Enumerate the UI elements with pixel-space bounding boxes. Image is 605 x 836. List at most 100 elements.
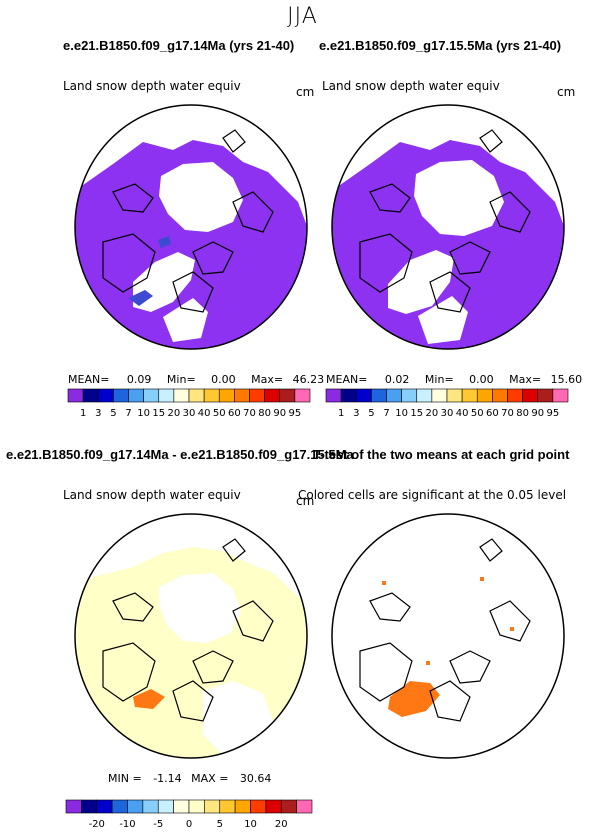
max-label: Max=	[509, 373, 542, 386]
colorbar-swatch	[65, 799, 82, 814]
colorbar-swatch	[157, 799, 174, 814]
mean-value: 0.02	[384, 373, 410, 386]
right-stats: MEAN= 0.02 Min= 0.00 Max= 15.60	[326, 373, 582, 386]
colorbar-tick-label: -5	[153, 819, 163, 830]
colorbar-swatch	[67, 388, 84, 403]
ttest-polar-map	[331, 513, 565, 759]
min-value: -1.14	[153, 772, 182, 785]
colorbar-swatch	[188, 799, 205, 814]
colorbar-swatch	[537, 388, 554, 403]
colorbar-swatch	[401, 388, 418, 403]
colorbar-swatch	[97, 388, 114, 403]
colorbar-tick-label: 5	[217, 819, 223, 830]
colorbar-swatch	[264, 388, 281, 403]
colorbar-swatch	[279, 388, 296, 403]
colorbar-tick-label: 20	[426, 408, 439, 419]
colorbar-tick-label: 10	[395, 408, 408, 419]
polar-gap	[159, 162, 243, 232]
colorbar-swatch	[111, 799, 128, 814]
colorbar-swatch	[127, 799, 144, 814]
colorbar-swatch	[507, 388, 523, 403]
colorbar-tick-label: 7	[383, 408, 389, 419]
mean-label: MEAN=	[326, 373, 368, 386]
colorbar-tick-label: 0	[186, 819, 192, 830]
left-case-title: e.e21.B1850.f09_g17.14Ma (yrs 21-40)	[63, 38, 295, 53]
colorbar-tick-label: 5	[368, 408, 374, 419]
left-stats: MEAN= 0.09 Min= 0.00 Max= 46.23	[68, 373, 324, 386]
colorbar-swatch	[203, 388, 220, 403]
colorbar-swatch	[234, 388, 250, 403]
colorbar-tick-label: 30	[441, 408, 454, 419]
colorbar-swatch	[446, 388, 463, 403]
difference-title: e.e21.B1850.f09_g17.14Ma - e.e21.B1850.f…	[6, 447, 354, 462]
right-units-label: cm	[557, 85, 576, 99]
colorbar-tick-label: 1	[338, 408, 344, 419]
colorbar-swatch	[431, 388, 448, 403]
colorbar-swatch	[219, 799, 236, 814]
colorbar-tick-label: 3	[353, 408, 359, 419]
colorbar-tick-label: 90	[273, 408, 286, 419]
colorbar-tick-label: 15	[152, 408, 165, 419]
colorbar-swatch	[128, 388, 144, 403]
colorbar-tick-label: 50	[213, 408, 226, 419]
max-label: MAX =	[191, 772, 229, 785]
colorbar-swatch	[173, 799, 190, 814]
colorbar-tick-label: 10	[137, 408, 150, 419]
tibet-gap	[163, 298, 208, 342]
colorbar-swatch	[416, 388, 433, 403]
max-value: 30.64	[239, 772, 272, 785]
ttest-note: Colored cells are significant at the 0.0…	[298, 488, 567, 502]
colorbar-tick-label: 1	[80, 408, 86, 419]
colorbar-swatch	[234, 799, 251, 814]
colorbar-tick-label: 10	[244, 819, 257, 830]
colorbar-tick-label: 60	[228, 408, 241, 419]
right-case-title: e.e21.B1850.f09_g17.15.5Ma (yrs 21-40)	[319, 38, 562, 53]
min-value: 0.00	[211, 373, 236, 386]
ttest-title: T-test of the two means at each grid poi…	[313, 447, 570, 462]
colorbar-swatch	[82, 388, 99, 403]
colorbar-tick-label: 95	[289, 408, 302, 419]
colorbar-swatch	[265, 799, 282, 814]
colorbar-swatch	[522, 388, 539, 403]
colorbar-swatch	[143, 388, 160, 403]
colorbar-swatch	[552, 388, 569, 403]
max-label: Max=	[251, 373, 284, 386]
colorbar-swatch	[81, 799, 98, 814]
colorbar-tick-label: 7	[125, 408, 131, 419]
colorbar-swatch	[461, 388, 478, 403]
mean-value: 0.09	[126, 373, 152, 386]
colorbar-tick-label: 95	[547, 408, 560, 419]
colorbar-swatch	[280, 799, 297, 814]
top-right-colorbar: 1 3 5 7 10 15 20 30 40 50 60 70 80 90 95	[325, 388, 569, 419]
difference-colorbar: -20 -10 -5 0 5 10 20	[65, 799, 313, 830]
min-value: 0.00	[469, 373, 494, 386]
colorbar-tick-label: 80	[258, 408, 271, 419]
colorbar-tick-label: -10	[119, 819, 135, 830]
colorbar-tick-label: 80	[516, 408, 529, 419]
left-units-label: cm	[296, 85, 315, 99]
colorbar-swatch	[371, 388, 387, 403]
colorbar-tick-label: 50	[471, 408, 484, 419]
colorbar-tick-label: 15	[410, 408, 423, 419]
colorbar-swatch	[142, 799, 159, 814]
colorbar-tick-label: 20	[168, 408, 181, 419]
colorbar-swatch	[492, 388, 508, 403]
colorbar-swatch	[476, 388, 493, 403]
min-label: Min=	[424, 373, 454, 386]
colorbar-swatch	[296, 799, 313, 814]
colorbar-swatch	[158, 388, 175, 403]
colorbar-swatch	[249, 388, 265, 403]
colorbar-swatch	[355, 388, 372, 403]
right-variable-label: Land snow depth water equiv	[322, 79, 500, 93]
colorbar-tick-label: 20	[275, 819, 288, 830]
min-label: Min=	[166, 373, 196, 386]
colorbar-tick-label: 70	[501, 408, 514, 419]
colorbar-swatch	[96, 799, 113, 814]
colorbar-swatch	[173, 388, 190, 403]
difference-units-label: cm	[296, 494, 315, 508]
colorbar-swatch	[204, 799, 221, 814]
colorbar-swatch	[250, 799, 267, 814]
colorbar-swatch	[218, 388, 235, 403]
min-label: MIN =	[108, 772, 142, 785]
colorbar-swatch	[113, 388, 129, 403]
